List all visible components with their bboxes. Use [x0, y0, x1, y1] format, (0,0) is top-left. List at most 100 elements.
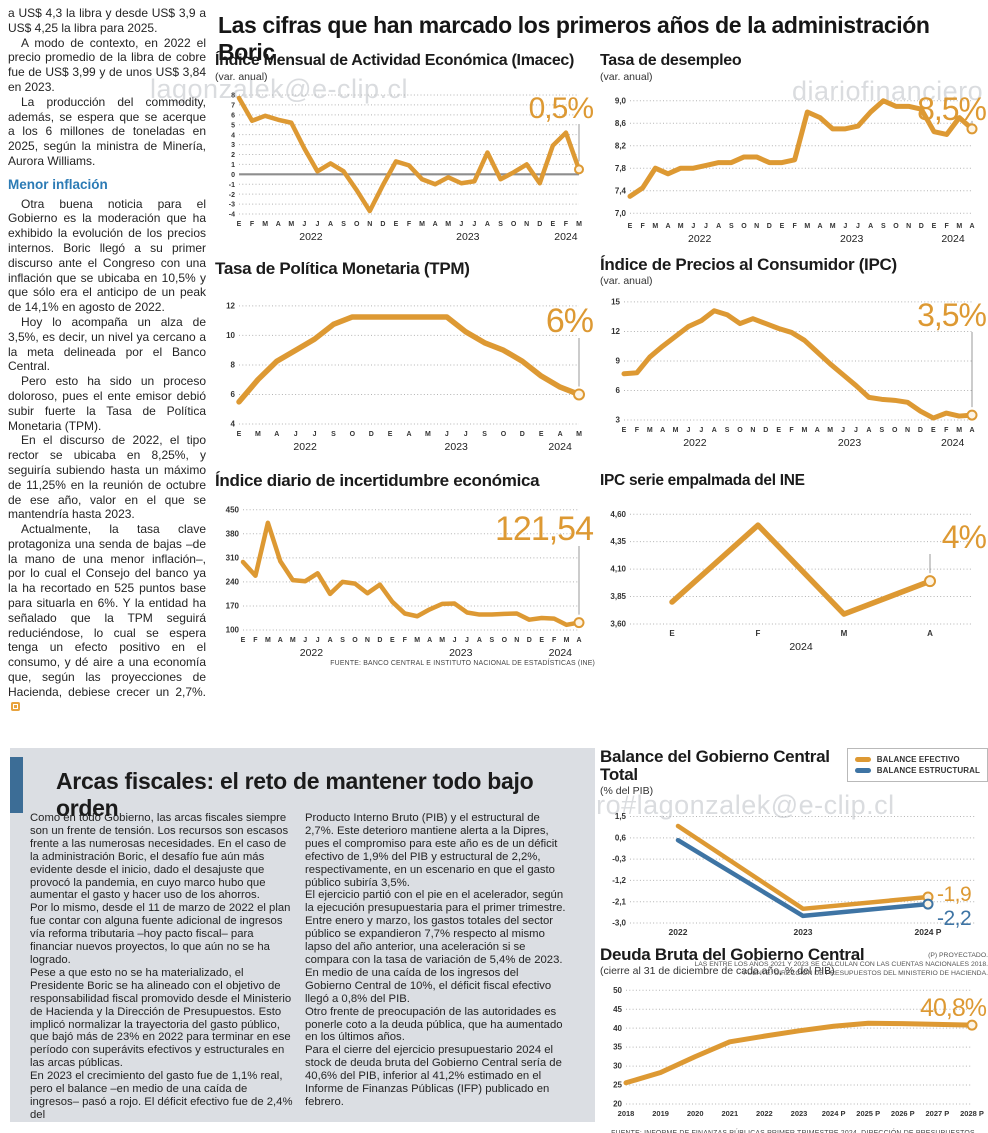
- svg-text:J: J: [843, 223, 847, 230]
- svg-text:2022: 2022: [683, 437, 707, 449]
- svg-text:2024: 2024: [941, 233, 965, 245]
- svg-text:12: 12: [226, 302, 235, 311]
- svg-text:N: N: [754, 223, 759, 230]
- svg-text:D: D: [377, 637, 382, 644]
- svg-text:7,8: 7,8: [615, 164, 627, 173]
- svg-text:E: E: [551, 221, 556, 228]
- svg-text:M: M: [290, 637, 296, 644]
- svg-text:2023: 2023: [456, 231, 480, 243]
- svg-text:F: F: [253, 637, 258, 644]
- svg-text:O: O: [350, 431, 356, 438]
- svg-text:240: 240: [226, 577, 240, 586]
- svg-text:F: F: [944, 427, 949, 434]
- svg-text:8,6: 8,6: [615, 119, 627, 128]
- svg-text:M: M: [445, 221, 451, 228]
- svg-text:M: M: [265, 637, 271, 644]
- svg-text:12: 12: [611, 327, 620, 336]
- chart-title: Índice Mensual de Actividad Económica (I…: [215, 52, 575, 69]
- svg-text:E: E: [622, 427, 627, 434]
- svg-text:A: A: [328, 637, 333, 644]
- svg-text:D: D: [369, 431, 374, 438]
- svg-text:M: M: [956, 427, 962, 434]
- svg-text:A: A: [328, 221, 333, 228]
- article-end-mark-icon: [11, 701, 20, 711]
- svg-text:N: N: [906, 223, 911, 230]
- svg-text:6: 6: [231, 112, 235, 119]
- svg-text:D: D: [763, 427, 768, 434]
- svg-text:-2,2: -2,2: [937, 907, 971, 930]
- svg-text:J: J: [465, 637, 469, 644]
- svg-text:J: J: [302, 221, 306, 228]
- svg-text:F: F: [756, 629, 761, 638]
- svg-text:3,5%: 3,5%: [917, 297, 986, 333]
- svg-text:A: A: [433, 221, 438, 228]
- chart-title: Deuda Bruta del Gobierno Central: [600, 945, 865, 964]
- svg-text:E: E: [241, 637, 246, 644]
- svg-text:D: D: [767, 223, 772, 230]
- svg-text:121,54: 121,54: [495, 510, 593, 548]
- chart-source: FUENTE: BANCO CENTRAL E INSTITUTO NACION…: [330, 660, 595, 667]
- svg-text:45: 45: [613, 1005, 622, 1014]
- svg-text:100: 100: [226, 626, 240, 635]
- svg-text:M: M: [288, 221, 294, 228]
- svg-text:2025 P: 2025 P: [856, 1109, 880, 1118]
- svg-text:2022: 2022: [688, 233, 712, 245]
- svg-text:-3: -3: [229, 202, 235, 209]
- svg-text:2024 P: 2024 P: [822, 1109, 846, 1118]
- svg-text:-0,3: -0,3: [612, 855, 626, 864]
- svg-text:E: E: [932, 223, 937, 230]
- svg-text:E: E: [388, 431, 393, 438]
- svg-text:M: M: [956, 223, 962, 230]
- svg-text:F: F: [641, 223, 646, 230]
- chart-legend: BALANCE EFECTIVO BALANCE ESTRUCTURAL: [846, 748, 988, 782]
- article-subhead: Menor inflación: [8, 176, 108, 192]
- svg-text:S: S: [729, 223, 734, 230]
- svg-text:F: F: [250, 221, 255, 228]
- svg-text:M: M: [576, 221, 582, 228]
- svg-text:0: 0: [231, 172, 235, 179]
- svg-text:-2,1: -2,1: [612, 897, 626, 906]
- svg-text:A: A: [576, 637, 581, 644]
- svg-text:N: N: [367, 221, 372, 228]
- svg-text:F: F: [564, 221, 569, 228]
- svg-text:450: 450: [226, 505, 240, 514]
- fiscal-section-title: Arcas fiscales: el reto de mantener todo…: [56, 768, 534, 821]
- chart-title: Tasa de desempleo: [600, 52, 742, 69]
- article-paragraph: Actualmente, la tasa clave protagoniza u…: [8, 522, 206, 714]
- svg-text:O: O: [737, 427, 743, 434]
- chart-incertidumbre: Índice diario de incertidumbre económica…: [215, 472, 595, 668]
- chart-ipc: Índice de Precios al Consumidor (IPC) (v…: [600, 256, 988, 450]
- article-paragraph: Otra buena noticia para el Gobierno es l…: [8, 196, 206, 315]
- svg-text:M: M: [652, 223, 658, 230]
- chart-footnotes: (P) PROYECTADO. LAS ENTRE LOS AÑOS 2021 …: [600, 951, 988, 978]
- svg-text:S: S: [341, 221, 346, 228]
- svg-text:2028 P: 2028 P: [960, 1109, 984, 1118]
- svg-text:J: J: [854, 427, 858, 434]
- svg-text:2024: 2024: [549, 647, 573, 659]
- svg-text:8,5%: 8,5%: [917, 91, 986, 127]
- svg-text:E: E: [669, 629, 675, 638]
- chart-tpm: Tasa de Política Monetaria (TPM) 12 10 8 6 4…: [215, 260, 595, 454]
- chart-balance: Balance del Gobierno Central Total (% de…: [600, 748, 988, 978]
- svg-text:E: E: [237, 431, 242, 438]
- fiscal-paragraph: Por lo mismo, desde el 11 de marzo de 20…: [30, 902, 291, 966]
- ipc-empalmada-line-chart: 4,60 4,35 4,10 3,85 3,60 E F M A 2024 4%: [610, 510, 987, 653]
- article-paragraph: En el discurso de 2022, el tipo rector s…: [8, 433, 206, 522]
- svg-text:A: A: [817, 223, 822, 230]
- chart-title: Índice de Precios al Consumidor (IPC): [600, 255, 897, 274]
- svg-text:4: 4: [231, 132, 235, 139]
- balance-line-chart: 1,5 0,6 -0,3 -1,2 -2,1 -3,0 2022 2023 2024 P -1,9…: [612, 812, 976, 937]
- chart-ipc-empalmada: IPC serie empalmada del INE 4,60 4,35 4,10…: [600, 472, 988, 656]
- svg-text:A: A: [274, 431, 279, 438]
- fiscal-section-box: Arcas fiscales: el reto de mantener todo…: [10, 748, 595, 1122]
- svg-text:9,0: 9,0: [615, 96, 627, 105]
- svg-text:O: O: [892, 427, 898, 434]
- svg-text:3: 3: [616, 416, 621, 425]
- svg-text:M: M: [827, 427, 833, 434]
- svg-text:J: J: [472, 221, 476, 228]
- svg-text:J: J: [686, 427, 690, 434]
